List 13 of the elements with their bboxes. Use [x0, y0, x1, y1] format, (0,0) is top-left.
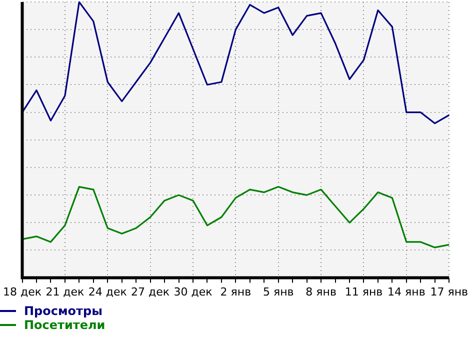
- legend-label: Просмотры: [24, 304, 102, 318]
- x-tick-label: 18 дек: [3, 285, 42, 298]
- x-tick-label: 17 янв: [430, 285, 468, 298]
- legend-label: Посетители: [24, 318, 106, 332]
- x-tick-label: 8 янв: [306, 285, 336, 298]
- x-tick-label: 30 дек: [174, 285, 213, 298]
- x-tick-label: 11 янв: [344, 285, 383, 298]
- x-tick-label: 21 дек: [46, 285, 85, 298]
- x-tick-label: 2 янв: [220, 285, 252, 298]
- x-tick-label: 14 янв: [388, 285, 426, 298]
- x-tick-label: 5 янв: [262, 285, 294, 298]
- x-tick-label: 24 дек: [88, 285, 128, 298]
- x-tick-label: 27 дек: [131, 285, 170, 298]
